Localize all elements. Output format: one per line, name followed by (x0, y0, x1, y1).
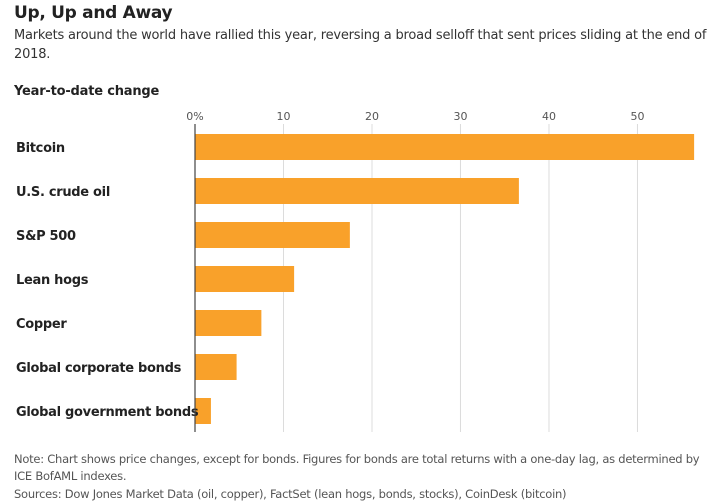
bar (195, 266, 295, 292)
category-label: Global corporate bonds (16, 361, 182, 376)
x-tick-label: 50 (630, 110, 644, 123)
chart-title: Up, Up and Away (14, 3, 173, 23)
category-label: Copper (16, 317, 67, 332)
axis-label: Year-to-date change (14, 84, 160, 99)
category-label: Bitcoin (16, 141, 65, 156)
chart-sources: Sources: Dow Jones Market Data (oil, cop… (14, 487, 567, 501)
x-axis-ticks: 0% 10 20 30 40 50 (186, 110, 644, 123)
chart-note: Note: Chart shows price changes, except … (14, 452, 700, 483)
bar (195, 310, 262, 336)
category-labels: Bitcoin U.S. crude oil S&P 500 Lean hogs Cop… (16, 141, 199, 420)
bar-chart: 0% 10 20 30 40 50 Bitcoin U.S. crude oil S&P 50… (16, 110, 695, 432)
category-label: U.S. crude oil (16, 185, 110, 200)
x-tick-label: 20 (365, 110, 379, 123)
gridlines (282, 124, 638, 432)
x-tick-label: 0% (186, 110, 203, 123)
bar (195, 178, 519, 204)
bar (195, 134, 695, 160)
bar (195, 354, 237, 380)
bar (195, 398, 211, 424)
bars (195, 134, 695, 424)
category-label: Lean hogs (16, 273, 89, 288)
x-tick-label: 10 (276, 110, 290, 123)
category-label: S&P 500 (16, 229, 76, 244)
bar (195, 222, 350, 248)
category-label: Global government bonds (16, 405, 199, 420)
chart-subtitle: Markets around the world have rallied th… (14, 28, 707, 62)
x-tick-label: 30 (453, 110, 467, 123)
x-tick-label: 40 (542, 110, 556, 123)
